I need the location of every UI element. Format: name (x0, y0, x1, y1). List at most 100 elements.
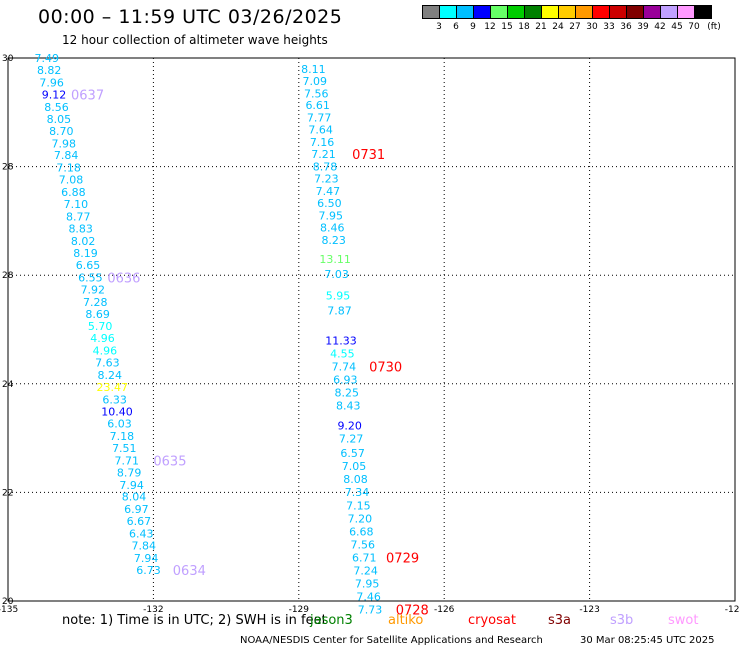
data-point-label: 6.03 (107, 417, 132, 430)
scale-label: 6 (453, 22, 459, 32)
scale-label: 70 (688, 22, 700, 32)
data-point-label: 7.74 (332, 360, 357, 373)
data-point-label: 7.87 (327, 304, 352, 317)
data-point-label: 23.47 (96, 381, 128, 394)
data-point-label: 8.77 (66, 211, 91, 224)
data-point-label: 8.83 (68, 223, 93, 236)
data-point-label: 7.64 (308, 124, 333, 137)
x-tick-label: -132 (143, 605, 163, 615)
chart-title: 00:00 – 11:59 UTC 03/26/2025 (38, 6, 343, 28)
scale-label: 30 (586, 22, 598, 32)
data-point-label: 7.47 (316, 185, 341, 198)
data-point-label: 7.84 (131, 540, 156, 553)
data-point-label: 7.23 (314, 173, 339, 186)
data-point-label: 7.10 (64, 198, 89, 211)
scale-label: 21 (535, 22, 547, 32)
data-point-label: 13.11 (319, 253, 351, 266)
data-point-label: 7.94 (134, 552, 159, 565)
data-point-label: 7.51 (112, 442, 137, 455)
y-tick-label: 22 (2, 488, 13, 498)
scale-label: 3 (436, 22, 442, 32)
time-label: 0636 (107, 271, 140, 286)
data-point-label: 7.21 (311, 148, 336, 161)
data-point-label: 8.11 (301, 63, 326, 76)
data-point-label: 7.18 (110, 430, 135, 443)
data-point-label: 7.46 (356, 591, 381, 604)
data-point-label: 8.23 (321, 234, 346, 247)
data-point-label: 7.03 (324, 268, 349, 281)
data-point-label: 9.20 (337, 420, 362, 433)
color-scale (422, 5, 712, 19)
data-point-label: 6.65 (76, 259, 101, 272)
data-point-label: 7.56 (351, 539, 376, 552)
data-point-label: 6.50 (317, 197, 342, 210)
footer-credit: NOAA/NESDIS Center for Satellite Applica… (240, 635, 543, 646)
x-tick-label: -124 (725, 605, 740, 615)
legend-item-s3b: s3b (610, 613, 634, 628)
legend-item-altiko: altiko (388, 613, 424, 628)
data-point-label: 8.78 (313, 161, 338, 174)
data-point-label: 8.46 (320, 221, 345, 234)
data-point-label: 8.70 (49, 125, 74, 138)
data-point-label: 7.24 (353, 565, 378, 578)
data-point-label: 6.43 (129, 528, 154, 541)
data-point-label: 7.71 (114, 454, 139, 467)
data-point-label: 8.02 (71, 235, 96, 248)
data-point-label: 7.05 (342, 460, 367, 473)
data-point-label: 7.84 (54, 149, 79, 162)
data-point-label: 6.61 (305, 99, 330, 112)
scale-label: 24 (552, 22, 564, 32)
y-tick-label: 28 (2, 271, 14, 281)
data-point-label: 8.25 (335, 386, 360, 399)
plot-frame (7, 57, 736, 602)
data-point-label: 5.70 (88, 320, 113, 333)
data-point-label: 11.33 (325, 334, 357, 347)
legend-item-s3a: s3a (548, 613, 572, 628)
data-point-label: 6.33 (102, 394, 127, 407)
data-point-label: 6.88 (61, 186, 86, 199)
data-point-label: 6.55 (78, 271, 103, 284)
data-point-label: 7.95 (319, 209, 344, 222)
data-point-label: 7.34 (345, 486, 370, 499)
data-point-label: 7.16 (310, 136, 335, 149)
y-tick-label: 24 (2, 380, 14, 390)
x-tick-label: -135 (0, 605, 18, 615)
scale-label: 36 (620, 22, 632, 32)
time-label: 0637 (71, 88, 104, 103)
data-point-label: 7.96 (39, 76, 64, 89)
x-tick-label: -123 (579, 605, 599, 615)
data-point-label: 7.92 (81, 283, 106, 296)
data-point-label: 7.28 (83, 296, 108, 309)
data-point-label: 7.27 (339, 433, 364, 446)
time-label: 0728 (396, 604, 429, 619)
data-point-label: 6.73 (136, 564, 161, 577)
time-label: 0729 (386, 552, 419, 567)
time-label: 0731 (352, 148, 385, 163)
data-point-label: 7.95 (355, 578, 380, 591)
data-point-label: 7.08 (59, 174, 84, 187)
data-point-label: 7.56 (304, 87, 329, 100)
scale-swatch (694, 5, 712, 19)
data-point-label: 8.04 (122, 491, 147, 504)
data-point-label: 8.08 (343, 473, 368, 486)
legend-item-jason3: jason3 (310, 613, 353, 628)
data-point-label: 6.93 (333, 373, 358, 386)
data-point-label: 7.63 (95, 357, 120, 370)
data-point-label: 7.73 (358, 604, 383, 617)
scale-label: 12 (484, 22, 496, 32)
legend-item-swot: swot (668, 613, 699, 628)
data-point-label: 4.55 (330, 347, 355, 360)
y-tick-label: 28 (2, 163, 14, 173)
time-label: 0635 (153, 454, 186, 469)
data-point-label: 7.15 (346, 499, 371, 512)
scale-label: 27 (569, 22, 581, 32)
scale-label: 9 (470, 22, 476, 32)
data-point-label: 6.57 (340, 447, 365, 460)
data-point-label: 6.71 (352, 552, 377, 565)
data-point-label: 8.24 (98, 369, 123, 382)
scale-label: 33 (603, 22, 615, 32)
y-tick-label: 20 (2, 597, 14, 607)
data-point-label: 4.96 (90, 332, 115, 345)
data-point-label: 7.94 (119, 479, 144, 492)
